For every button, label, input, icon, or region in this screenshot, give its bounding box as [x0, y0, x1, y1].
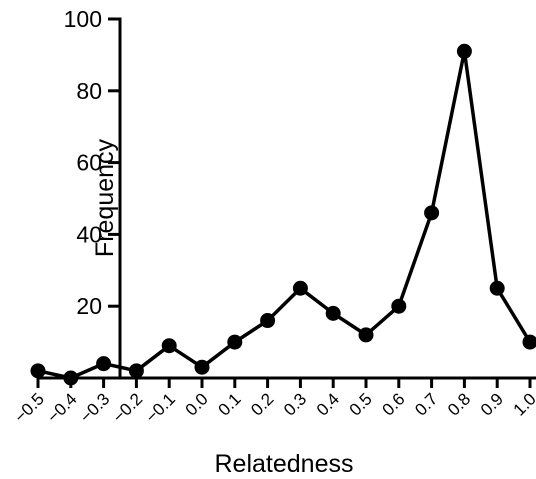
data-point	[227, 334, 243, 350]
data-point	[96, 356, 112, 372]
y-tick-label: 100	[64, 6, 102, 32]
data-point	[161, 338, 177, 354]
x-tick-label: 0.3	[280, 389, 310, 419]
x-tick-label: 0.9	[477, 389, 507, 419]
data-point	[128, 363, 144, 379]
x-tick-label: 0.8	[444, 389, 474, 419]
y-tick-label: 20	[76, 293, 102, 319]
x-tick-label: 0.7	[411, 389, 441, 419]
x-tick-label: −0.4	[43, 389, 80, 426]
data-point	[522, 334, 536, 350]
x-tick-label: 1.0	[510, 389, 536, 419]
data-point	[292, 280, 308, 296]
x-ticks: −0.5−0.4−0.3−0.2−0.1 0.0 0.1 0.2 0.3 0.4 0.5 0.…	[11, 378, 536, 427]
axes	[36, 17, 536, 380]
x-tick-label: −0.2	[109, 389, 146, 426]
data-points	[30, 43, 536, 386]
data-point	[358, 327, 374, 343]
x-tick-label: 0.5	[346, 389, 376, 419]
data-point	[325, 305, 341, 321]
x-tick-label: −0.1	[142, 389, 179, 426]
data-point	[391, 298, 407, 314]
data-point	[260, 313, 276, 329]
data-point	[489, 280, 505, 296]
y-tick-label: 60	[76, 150, 102, 176]
x-tick-label: 0.0	[182, 389, 212, 419]
y-tick-label: 40	[76, 221, 102, 247]
y-tick-label: 80	[76, 78, 102, 104]
x-tick-label: 0.1	[214, 389, 244, 419]
data-point	[424, 205, 440, 221]
data-point	[456, 43, 472, 59]
x-tick-label: 0.6	[378, 389, 408, 419]
y-axis-title: Frequency	[91, 138, 119, 257]
series-line	[37, 49, 532, 380]
x-tick-label: 0.2	[247, 389, 277, 419]
data-point	[30, 363, 46, 379]
x-tick-label: −0.5	[11, 389, 48, 426]
x-tick-label: −0.3	[76, 389, 113, 426]
data-point	[63, 370, 79, 386]
x-axis-title: Relatedness	[215, 450, 354, 478]
x-tick-label: 0.4	[313, 389, 343, 419]
y-ticks: 20 40 60 80 100	[64, 6, 120, 319]
data-point	[194, 359, 210, 375]
